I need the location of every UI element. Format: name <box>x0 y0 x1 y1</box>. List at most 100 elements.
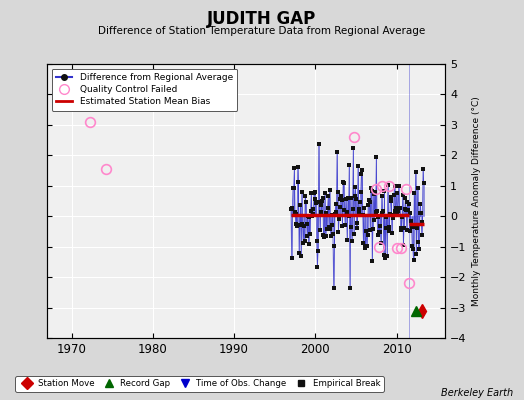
Point <box>321 232 330 239</box>
Point <box>315 199 324 206</box>
Point <box>292 211 301 217</box>
Point <box>312 200 320 206</box>
Text: Berkeley Earth: Berkeley Earth <box>441 388 514 398</box>
Point <box>309 210 317 217</box>
Point <box>402 226 411 233</box>
Point <box>334 229 343 235</box>
Point <box>330 242 339 249</box>
Point <box>362 228 370 234</box>
Point <box>340 207 348 213</box>
Point <box>418 219 427 226</box>
Point <box>372 154 380 160</box>
Point <box>300 237 309 244</box>
Point <box>388 230 396 236</box>
Point <box>356 189 365 196</box>
Point <box>386 211 394 218</box>
Point <box>353 220 362 226</box>
Point <box>337 197 346 203</box>
Point <box>374 232 382 238</box>
Point <box>388 212 397 218</box>
Point <box>384 224 392 230</box>
Point <box>390 191 398 198</box>
Point <box>299 240 308 246</box>
Point <box>326 226 334 232</box>
Point <box>385 228 394 234</box>
Point <box>410 190 419 196</box>
Point <box>399 192 407 198</box>
Point <box>368 258 376 264</box>
Point <box>332 200 340 207</box>
Point <box>381 225 390 231</box>
Point <box>309 206 318 212</box>
Point <box>302 221 311 228</box>
Point <box>298 188 306 195</box>
Point <box>328 222 336 228</box>
Point <box>332 209 341 216</box>
Text: Difference of Station Temperature Data from Regional Average: Difference of Station Temperature Data f… <box>99 26 425 36</box>
Point <box>291 221 300 227</box>
Point <box>322 210 331 217</box>
Point <box>308 213 316 219</box>
Point <box>396 205 404 212</box>
Point <box>303 233 311 240</box>
Point <box>339 179 347 186</box>
Point <box>345 162 353 168</box>
Point <box>312 238 321 244</box>
Point <box>300 223 308 229</box>
Point <box>350 231 358 237</box>
Point <box>358 212 367 218</box>
Legend: Difference from Regional Average, Quality Control Failed, Estimated Station Mean: Difference from Regional Average, Qualit… <box>52 68 237 111</box>
Point <box>407 218 415 224</box>
Point <box>371 189 379 195</box>
Point <box>395 205 403 212</box>
Point <box>305 231 314 237</box>
Point <box>344 195 352 201</box>
Point <box>354 162 362 169</box>
Point <box>418 232 426 238</box>
Point <box>367 184 375 191</box>
Point <box>304 241 313 248</box>
Point <box>349 145 357 152</box>
Point <box>359 240 368 246</box>
Point <box>327 233 335 240</box>
Point <box>378 210 387 216</box>
Point <box>416 210 424 216</box>
Point <box>393 210 401 216</box>
Point <box>320 234 329 240</box>
Point <box>406 210 414 216</box>
Point <box>364 202 373 208</box>
Point <box>374 214 383 220</box>
Point <box>325 224 333 231</box>
Point <box>314 140 323 147</box>
Point <box>372 209 380 215</box>
Point <box>367 188 376 194</box>
Point <box>379 252 388 258</box>
Point <box>400 206 409 212</box>
Point <box>293 223 301 229</box>
Point <box>377 240 385 246</box>
Point <box>289 185 297 192</box>
Point <box>331 211 339 217</box>
Point <box>413 184 422 191</box>
Point <box>360 205 368 211</box>
Point <box>353 225 361 231</box>
Point <box>381 255 389 261</box>
Point <box>361 244 369 251</box>
Point <box>343 237 352 243</box>
Point <box>414 238 422 245</box>
Point <box>361 242 369 249</box>
Point <box>291 208 299 215</box>
Point <box>333 149 341 156</box>
Point <box>408 242 417 249</box>
Point <box>336 196 345 202</box>
Point <box>348 206 357 212</box>
Point <box>417 210 425 216</box>
Point <box>311 196 320 203</box>
Point <box>392 190 401 196</box>
Point <box>409 246 417 252</box>
Point <box>352 196 360 202</box>
Point <box>378 192 386 199</box>
Point <box>383 214 391 220</box>
Point <box>416 201 424 207</box>
Point <box>351 184 359 190</box>
